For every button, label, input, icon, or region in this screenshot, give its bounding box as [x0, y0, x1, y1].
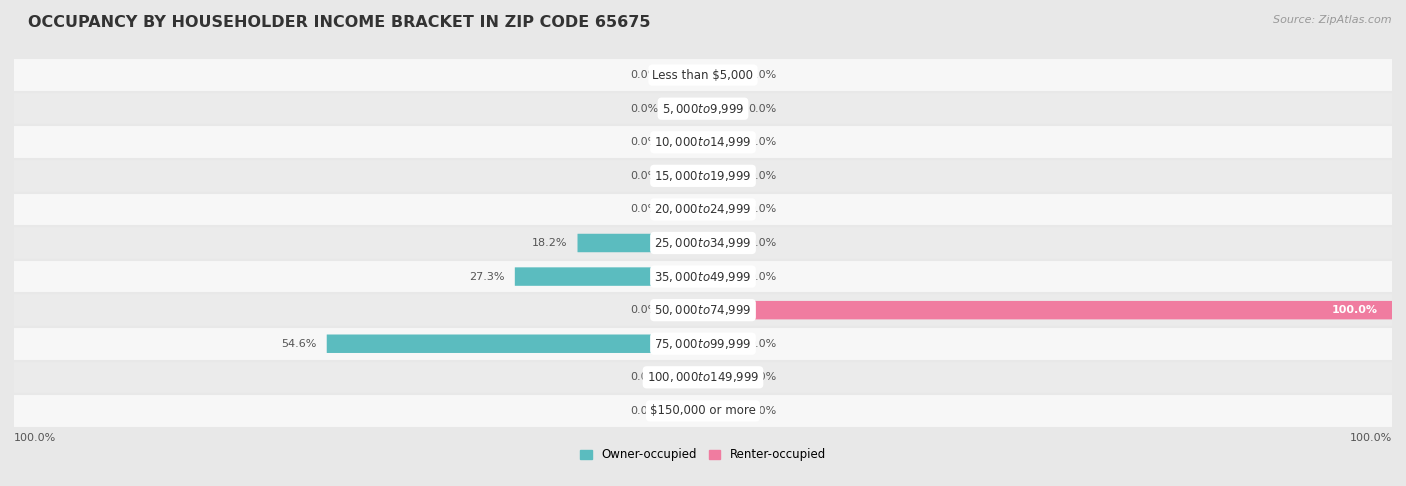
Text: $100,000 to $149,999: $100,000 to $149,999: [647, 370, 759, 384]
FancyBboxPatch shape: [14, 361, 1392, 394]
FancyBboxPatch shape: [703, 301, 1392, 319]
Text: Source: ZipAtlas.com: Source: ZipAtlas.com: [1274, 15, 1392, 25]
Text: $25,000 to $34,999: $25,000 to $34,999: [654, 236, 752, 250]
Text: $15,000 to $19,999: $15,000 to $19,999: [654, 169, 752, 183]
FancyBboxPatch shape: [668, 200, 703, 219]
FancyBboxPatch shape: [14, 327, 1392, 361]
Text: 0.0%: 0.0%: [748, 406, 776, 416]
Text: 0.0%: 0.0%: [748, 104, 776, 114]
Text: 0.0%: 0.0%: [630, 137, 658, 147]
Text: $5,000 to $9,999: $5,000 to $9,999: [662, 102, 744, 116]
FancyBboxPatch shape: [668, 301, 703, 319]
FancyBboxPatch shape: [703, 267, 738, 286]
Text: $75,000 to $99,999: $75,000 to $99,999: [654, 337, 752, 351]
FancyBboxPatch shape: [14, 394, 1392, 428]
Text: 27.3%: 27.3%: [470, 272, 505, 281]
FancyBboxPatch shape: [578, 234, 703, 252]
Text: 0.0%: 0.0%: [748, 171, 776, 181]
Text: $10,000 to $14,999: $10,000 to $14,999: [654, 135, 752, 149]
Text: 0.0%: 0.0%: [630, 70, 658, 80]
Text: $35,000 to $49,999: $35,000 to $49,999: [654, 270, 752, 283]
FancyBboxPatch shape: [326, 334, 703, 353]
FancyBboxPatch shape: [703, 200, 738, 219]
Text: 54.6%: 54.6%: [281, 339, 316, 349]
Legend: Owner-occupied, Renter-occupied: Owner-occupied, Renter-occupied: [575, 444, 831, 466]
FancyBboxPatch shape: [703, 100, 738, 118]
Text: 0.0%: 0.0%: [630, 171, 658, 181]
Text: 100.0%: 100.0%: [14, 433, 56, 443]
FancyBboxPatch shape: [703, 401, 738, 420]
FancyBboxPatch shape: [668, 133, 703, 152]
Text: OCCUPANCY BY HOUSEHOLDER INCOME BRACKET IN ZIP CODE 65675: OCCUPANCY BY HOUSEHOLDER INCOME BRACKET …: [28, 15, 651, 30]
FancyBboxPatch shape: [703, 234, 738, 252]
Text: $150,000 or more: $150,000 or more: [650, 404, 756, 417]
Text: 0.0%: 0.0%: [630, 205, 658, 214]
FancyBboxPatch shape: [14, 125, 1392, 159]
FancyBboxPatch shape: [703, 334, 738, 353]
Text: 0.0%: 0.0%: [748, 238, 776, 248]
FancyBboxPatch shape: [14, 226, 1392, 260]
FancyBboxPatch shape: [14, 192, 1392, 226]
Text: 18.2%: 18.2%: [531, 238, 567, 248]
FancyBboxPatch shape: [14, 58, 1392, 92]
Text: 0.0%: 0.0%: [748, 339, 776, 349]
Text: 0.0%: 0.0%: [748, 272, 776, 281]
FancyBboxPatch shape: [668, 100, 703, 118]
Text: 0.0%: 0.0%: [748, 205, 776, 214]
FancyBboxPatch shape: [14, 294, 1392, 327]
FancyBboxPatch shape: [668, 368, 703, 386]
Text: 0.0%: 0.0%: [630, 372, 658, 382]
FancyBboxPatch shape: [14, 159, 1392, 192]
FancyBboxPatch shape: [14, 92, 1392, 125]
Text: 0.0%: 0.0%: [748, 372, 776, 382]
FancyBboxPatch shape: [703, 66, 738, 85]
FancyBboxPatch shape: [14, 260, 1392, 294]
Text: 0.0%: 0.0%: [630, 305, 658, 315]
FancyBboxPatch shape: [703, 167, 738, 185]
Text: 100.0%: 100.0%: [1350, 433, 1392, 443]
FancyBboxPatch shape: [703, 368, 738, 386]
Text: $20,000 to $24,999: $20,000 to $24,999: [654, 203, 752, 216]
FancyBboxPatch shape: [703, 133, 738, 152]
FancyBboxPatch shape: [668, 401, 703, 420]
Text: 0.0%: 0.0%: [630, 406, 658, 416]
Text: Less than $5,000: Less than $5,000: [652, 69, 754, 82]
Text: 0.0%: 0.0%: [748, 137, 776, 147]
Text: 100.0%: 100.0%: [1331, 305, 1378, 315]
Text: 0.0%: 0.0%: [630, 104, 658, 114]
Text: 0.0%: 0.0%: [748, 70, 776, 80]
FancyBboxPatch shape: [515, 267, 703, 286]
Text: $50,000 to $74,999: $50,000 to $74,999: [654, 303, 752, 317]
FancyBboxPatch shape: [668, 66, 703, 85]
FancyBboxPatch shape: [668, 167, 703, 185]
